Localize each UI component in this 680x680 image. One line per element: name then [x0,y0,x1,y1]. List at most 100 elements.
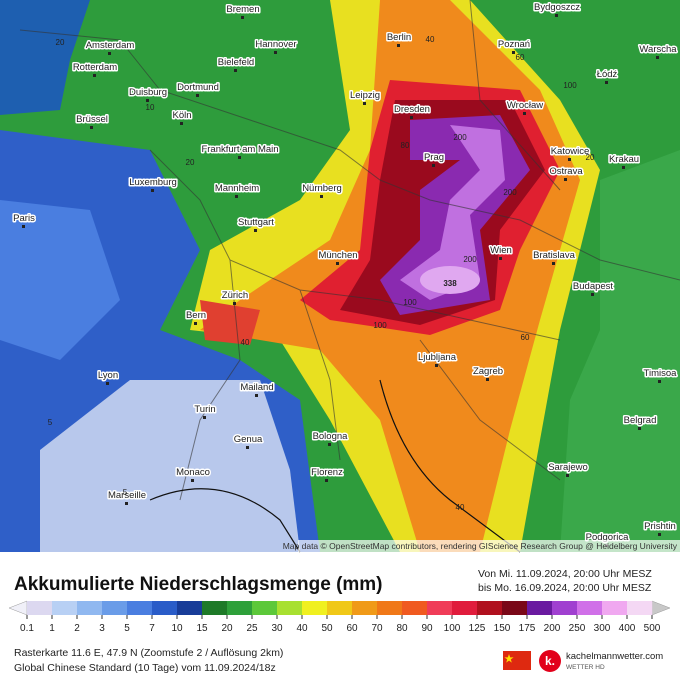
contour-label: 100 [563,81,577,90]
city-label: Brüssel [76,114,108,125]
city-dot [658,533,661,536]
legend-tick-label: 30 [271,623,283,634]
city-dot [566,474,569,477]
contour-label: 40 [456,503,465,512]
legend-tick-label: 40 [296,623,308,634]
raster-info: Rasterkarte 11.6 E, 47.9 N (Zoomstufe 2 … [14,647,283,659]
city-label: Köln [172,110,191,121]
city-dot [568,158,571,161]
city-label: Dresden [394,104,430,115]
brand-sub: WETTER HD [566,664,605,671]
legend-tick-label: 250 [569,623,586,634]
contour-label: 100 [403,298,417,307]
contour-label: 60 [516,53,525,62]
city-dot [196,94,199,97]
city-label: Ljubljana [418,352,457,363]
legend-tick-label: 25 [246,623,258,634]
contour-label: 60 [521,333,530,342]
contour-label: 5 [123,488,128,497]
legend-tick-label: 60 [346,623,358,634]
city-label: Turin [194,404,215,415]
city-dot [499,257,502,260]
city-label: Amsterdam [86,40,135,51]
city-dot [656,56,659,59]
city-label: Sarajewo [548,462,588,473]
city-dot [246,446,249,449]
map: Bremen Bydgoszcz Amsterdam Hannover Berlin Po… [0,0,680,553]
city-dot [328,443,331,446]
city-label: Hannover [255,39,296,50]
legend-tick-label: 80 [396,623,408,634]
city-dot [180,122,183,125]
legend-tick-label: 0.1 [20,623,34,634]
contour-label: 5 [48,418,53,427]
contour-label: 20 [586,153,595,162]
city-dot [146,99,149,102]
legend-swatch [277,601,303,615]
city-dot [194,322,197,325]
city-dot [151,189,154,192]
legend-swatch [27,601,53,615]
city-label: Krakau [609,154,639,165]
city-label: Duisburg [129,87,167,98]
city-label: Bielefeld [218,57,254,68]
legend-tick-label: 7 [149,623,155,634]
period-from: Von Mi. 11.09.2024, 20:00 Uhr MESZ [478,568,652,580]
city-label: Bydgoszcz [534,2,580,13]
legend-swatch [352,601,378,615]
logo [539,650,561,672]
legend-tick-label: 400 [619,623,636,634]
city-label: Katowice [551,146,590,157]
city-label: Rotterdam [73,62,117,73]
legend-tick-label: 5 [124,623,130,634]
city-dot [552,262,555,265]
contour-label: 100 [373,321,387,330]
city-dot [238,156,241,159]
logo-text: k. [545,654,555,668]
city-label: Mailand [240,382,273,393]
city-label: Berlin [387,32,411,43]
legend-over [651,600,671,616]
legend-tick-label: 500 [644,623,661,634]
period-to: bis Mo. 16.09.2024, 20:00 Uhr MESZ [478,582,652,594]
city-dot [410,116,413,119]
city-dot [255,394,258,397]
city-label: Wien [490,245,512,256]
city-dot [320,195,323,198]
legend-tick-label: 150 [494,623,511,634]
city-label: Leipzig [350,90,380,101]
contour-label: 200 [453,133,467,142]
city-label: München [318,250,357,261]
legend-tick-label: 125 [469,623,486,634]
contour-label: 40 [426,35,435,44]
flag [503,651,531,670]
city-label: Bern [186,310,206,321]
legend-tick-label: 50 [321,623,333,634]
legend-swatch [152,601,178,615]
legend-tick-label: 200 [544,623,561,634]
legend-swatch [227,601,253,615]
city-label: Paris [13,213,35,224]
city-dot [22,225,25,228]
city-dot [234,69,237,72]
legend-swatch [602,601,628,615]
legend-swatch [327,601,353,615]
city-label: Łódź [597,69,618,80]
contour-label: 200 [503,188,517,197]
attribution: Map data © OpenStreetMap contributors, r… [283,541,678,551]
legend-tick-label: 175 [519,623,536,634]
city-dot [90,126,93,129]
city-label: Mannheim [215,183,259,194]
city-dot [191,479,194,482]
city-label: Bratislava [533,250,575,261]
contour-labels: 338 200 200 200 100 100 100 80 60 60 40 40 40 20 20 20 1… [48,35,595,512]
legend-tick-label: 300 [594,623,611,634]
city-label: Luxemburg [129,177,177,188]
city-label: Ostrava [549,166,583,177]
city-label: Zürich [222,290,248,301]
legend-under [8,600,28,616]
city-label: Bremen [226,4,259,15]
city-dot [523,112,526,115]
city-dot [325,479,328,482]
